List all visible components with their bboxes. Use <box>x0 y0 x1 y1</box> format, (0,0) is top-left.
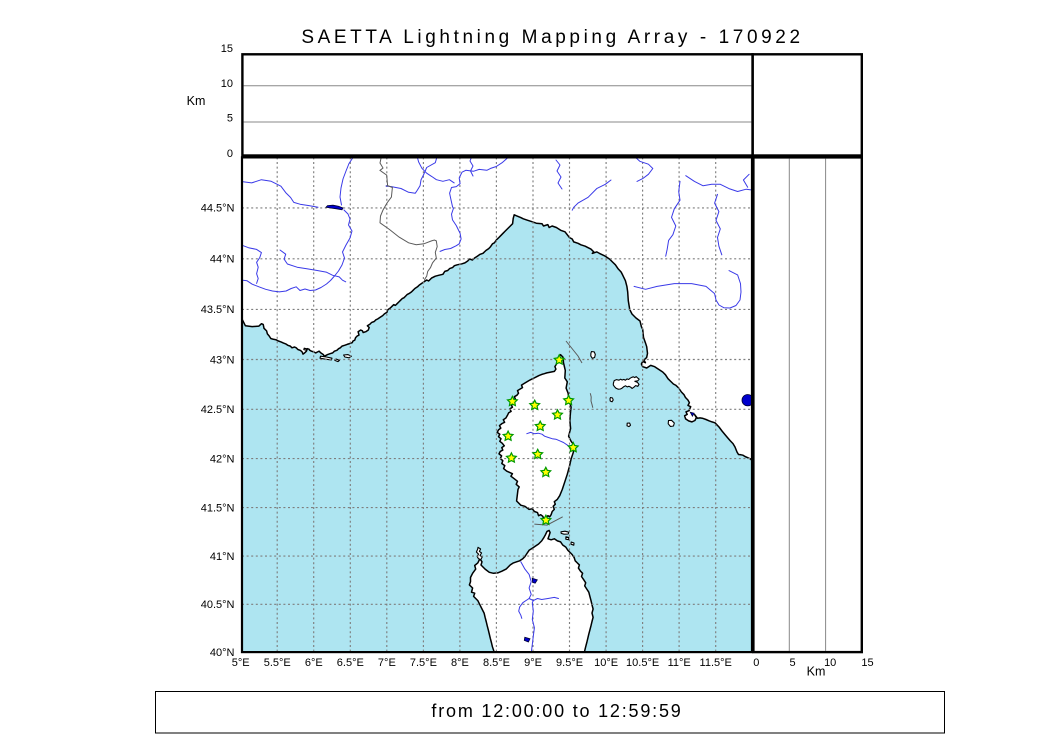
svg-text:11°E: 11°E <box>668 657 691 669</box>
svg-text:11.5°E: 11.5°E <box>700 657 732 669</box>
svg-text:from 12:00:00 to 12:59:59: from 12:00:00 to 12:59:59 <box>431 701 682 721</box>
svg-text:8.5°E: 8.5°E <box>483 657 510 669</box>
svg-text:9°E: 9°E <box>524 657 542 669</box>
svg-text:6°E: 6°E <box>305 657 323 669</box>
svg-text:0: 0 <box>227 148 233 160</box>
svg-text:7°E: 7°E <box>378 657 396 669</box>
svg-text:40.5°N: 40.5°N <box>201 599 235 611</box>
svg-text:6.5°E: 6.5°E <box>337 657 364 669</box>
svg-text:43°N: 43°N <box>210 354 235 366</box>
svg-text:5.5°E: 5.5°E <box>264 657 291 669</box>
svg-text:10°E: 10°E <box>594 657 618 669</box>
svg-text:42°N: 42°N <box>210 453 235 465</box>
svg-text:9.5°E: 9.5°E <box>556 657 583 669</box>
svg-text:SAETTA Lightning Mapping Array: SAETTA Lightning Mapping Array - 170922 <box>301 27 803 48</box>
svg-text:15: 15 <box>221 43 233 55</box>
svg-text:8°E: 8°E <box>451 657 469 669</box>
svg-text:5°E: 5°E <box>232 657 250 669</box>
svg-text:15: 15 <box>861 657 873 669</box>
svg-text:10: 10 <box>221 78 233 90</box>
svg-text:10: 10 <box>824 657 836 669</box>
svg-text:5: 5 <box>227 112 233 124</box>
svg-text:0: 0 <box>753 657 759 669</box>
svg-text:40°N: 40°N <box>210 647 235 659</box>
svg-text:Km: Km <box>187 94 206 108</box>
svg-text:10.5°E: 10.5°E <box>626 657 659 669</box>
svg-text:44.5°N: 44.5°N <box>201 203 235 215</box>
svg-text:43.5°N: 43.5°N <box>201 304 235 316</box>
svg-text:5: 5 <box>789 657 795 669</box>
svg-text:42.5°N: 42.5°N <box>201 404 235 416</box>
svg-text:Km: Km <box>807 665 826 679</box>
svg-text:7.5°E: 7.5°E <box>410 657 437 669</box>
svg-text:41°N: 41°N <box>210 551 235 563</box>
svg-text:41.5°N: 41.5°N <box>201 502 235 514</box>
svg-text:44°N: 44°N <box>210 254 235 266</box>
